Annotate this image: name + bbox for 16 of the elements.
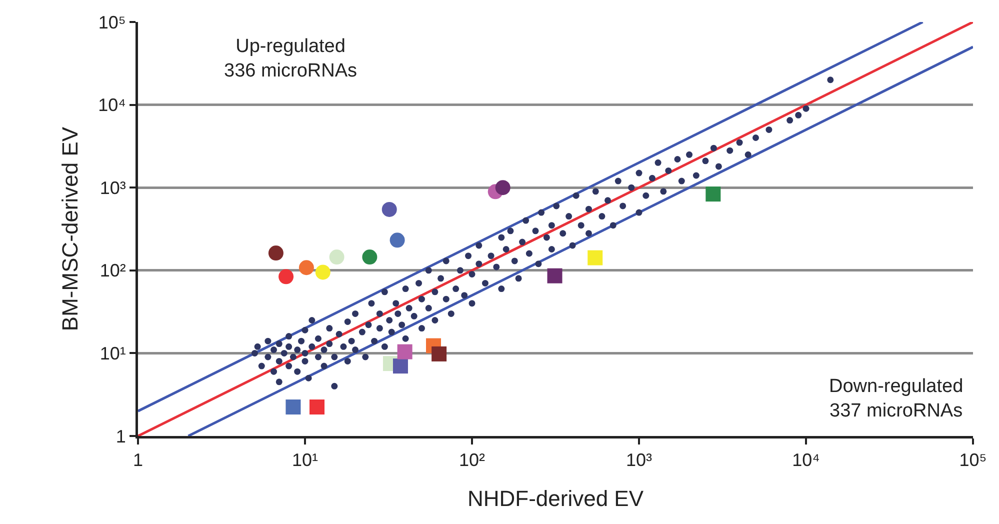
annotation: Down-regulated 337 microRNAs xyxy=(829,376,964,422)
x-tick-label: 10² xyxy=(458,450,486,470)
y-tick-label: 1 xyxy=(116,426,126,446)
y-tick-label: 10⁴ xyxy=(98,95,126,116)
annotation: Up-regulated 336 microRNAs xyxy=(224,36,358,82)
y-tick-label: 10⁵ xyxy=(98,12,126,32)
x-tick-label: 10⁵ xyxy=(959,450,987,470)
y-tick-label: 10² xyxy=(100,260,126,281)
y-tick-label: 10¹ xyxy=(100,344,126,364)
x-axis-title: NHDF-derived EV xyxy=(467,486,644,512)
x-tick-label: 10¹ xyxy=(292,450,318,470)
x-tick-label: 1 xyxy=(132,450,144,470)
y-tick-label: 10³ xyxy=(100,178,126,198)
x-tick-label: 10⁴ xyxy=(792,450,820,470)
x-tick-label: 10³ xyxy=(626,450,652,470)
y-axis-title: BM-MSC-derived EV xyxy=(58,126,83,332)
